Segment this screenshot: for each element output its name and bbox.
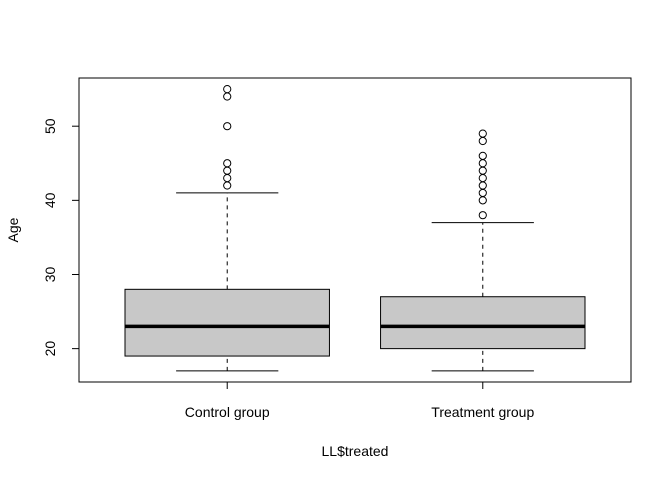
box-group bbox=[124, 85, 330, 372]
x-axis-label: LL$treated bbox=[322, 443, 389, 459]
box-iqr bbox=[380, 296, 586, 350]
outlier-point bbox=[478, 166, 487, 175]
outlier-point bbox=[223, 173, 232, 183]
y-tick-label: 30 bbox=[42, 266, 58, 282]
box-iqr bbox=[124, 288, 330, 357]
outlier-point bbox=[478, 188, 487, 198]
y-tick-label: 50 bbox=[42, 118, 58, 134]
x-tick-label: Treatment group bbox=[431, 404, 534, 420]
y-axis: 20 30 40 50 bbox=[42, 118, 80, 357]
outlier-point bbox=[223, 122, 232, 131]
outlier-point bbox=[478, 196, 487, 205]
y-tick-label: 20 bbox=[42, 341, 58, 357]
outlier-point bbox=[478, 129, 487, 138]
chart-marks bbox=[124, 85, 586, 372]
outlier-point bbox=[478, 211, 487, 220]
outlier-point bbox=[478, 181, 487, 190]
x-axis: Control group Treatment group bbox=[185, 381, 534, 420]
outlier-point bbox=[223, 166, 232, 175]
y-axis-label: Age bbox=[5, 217, 21, 242]
outlier-point bbox=[478, 173, 487, 183]
outlier-point bbox=[223, 85, 232, 94]
outlier-point bbox=[223, 159, 232, 168]
outlier-point bbox=[223, 92, 232, 101]
outlier-point bbox=[478, 151, 487, 160]
outlier-point bbox=[223, 181, 232, 190]
box-group bbox=[380, 129, 586, 372]
y-tick-label: 40 bbox=[42, 192, 58, 208]
outlier-point bbox=[478, 136, 487, 146]
outlier-point bbox=[478, 159, 487, 168]
x-tick-label: Control group bbox=[185, 404, 270, 420]
